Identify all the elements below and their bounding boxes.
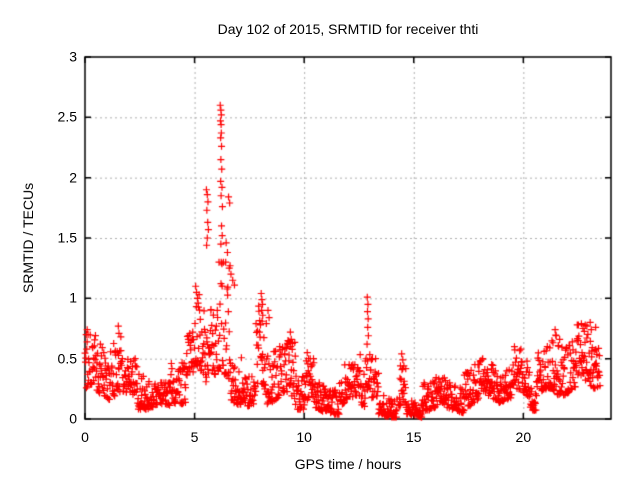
y-tick-label: 2.5 bbox=[57, 109, 77, 126]
x-tick-label: 0 bbox=[81, 429, 89, 445]
y-tick-label: 1 bbox=[69, 290, 77, 307]
y-tick-label: 0 bbox=[69, 410, 77, 427]
y-tick-label: 2 bbox=[69, 169, 77, 186]
x-axis-label: GPS time / hours bbox=[294, 456, 402, 472]
x-axis-ticks: 0 5 10 15 20 bbox=[0, 429, 640, 447]
x-tick-label: 15 bbox=[405, 429, 422, 445]
y-tick-label: 1.5 bbox=[57, 229, 77, 246]
y-axis-ticks: 0 0.5 1 1.5 2 2.5 3 bbox=[0, 0, 77, 480]
y-tick-label: 0.5 bbox=[57, 350, 77, 367]
x-tick-label: 20 bbox=[515, 429, 532, 445]
y-tick-label: 3 bbox=[69, 48, 77, 65]
x-tick-label: 5 bbox=[190, 429, 199, 445]
chart-title: Day 102 of 2015, SRMTID for receiver tht… bbox=[217, 21, 479, 37]
x-tick-label: 10 bbox=[296, 429, 312, 445]
